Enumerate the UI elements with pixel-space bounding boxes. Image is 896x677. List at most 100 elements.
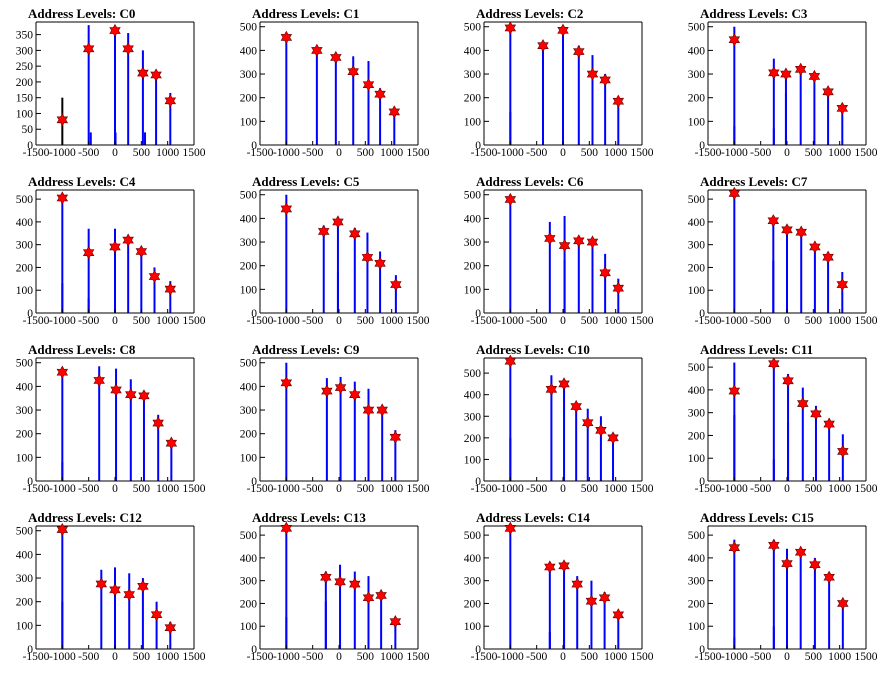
y-tick-label: 0 (699, 476, 705, 488)
histogram-bar (548, 564, 551, 649)
peak-marker (137, 579, 149, 593)
histogram-bar (799, 69, 802, 145)
histogram-bar (813, 74, 816, 145)
histogram-bar (772, 367, 775, 481)
histogram-bar (813, 244, 816, 313)
peak-marker (389, 615, 402, 629)
chart-svg: Address Levels: C40100200300400500-1500-… (16, 174, 206, 327)
y-tick-label: 300 (240, 237, 258, 249)
histogram-bar (394, 430, 397, 481)
histogram-bar (509, 437, 512, 481)
x-tick-label: -1000 (497, 651, 524, 663)
y-tick-label: 100 (688, 285, 706, 297)
histogram-bar (800, 231, 803, 313)
histogram-bar (367, 61, 370, 145)
y-tick-label: 300 (688, 408, 706, 420)
histogram-bar (841, 272, 844, 313)
histogram-bar (563, 379, 566, 481)
histogram-bar (577, 45, 580, 145)
chart-panel: Address Levels: C8 0 100 200 300 400 500 -1500-… (0, 336, 224, 504)
histogram-bar (170, 438, 173, 481)
chart-title: Address Levels: C9 (252, 342, 360, 357)
chart-panel: Address Levels: C3 0 100 200 300 400 500 -1500-… (672, 0, 896, 168)
y-tick-label: 100 (16, 452, 34, 464)
peak-marker (768, 66, 780, 80)
y-tick-label: 400 (688, 45, 706, 57)
x-tick-label: 0 (336, 147, 342, 159)
histogram-bar (591, 55, 594, 146)
x-tick-label: -1500 (247, 147, 274, 159)
y-tick-label: 500 (16, 358, 34, 370)
x-tick-label: 1000 (604, 315, 627, 327)
y-tick-label: 400 (240, 213, 258, 225)
x-tick-label: 1500 (855, 483, 878, 495)
y-tick-label: 500 (464, 22, 482, 34)
x-tick-label: 1500 (631, 147, 654, 159)
y-tick-label: 150 (16, 93, 34, 105)
peak-marker (125, 388, 137, 402)
peak-marker (595, 423, 607, 437)
peak-marker (585, 594, 598, 608)
chart-panel: Address Levels: C5 0 100 200 300 400 500 -1500-… (224, 168, 448, 336)
histogram-bar (733, 637, 736, 649)
x-tick-label: 1000 (156, 483, 179, 495)
y-tick-label: 100 (464, 621, 482, 633)
y-tick-label: 200 (688, 430, 706, 442)
y-tick-label: 400 (16, 549, 34, 561)
histogram-bar (87, 25, 90, 145)
y-tick-label: 500 (688, 362, 706, 374)
y-tick-label: 500 (16, 526, 34, 538)
peak-marker (164, 621, 177, 635)
x-tick-label: 1000 (156, 315, 179, 327)
y-tick-label: 400 (464, 45, 482, 57)
histogram-bar (799, 548, 802, 649)
chart-title: Address Levels: C11 (700, 342, 813, 357)
y-tick-label: 0 (475, 308, 481, 320)
histogram-bar (114, 228, 116, 313)
histogram-bar (509, 194, 512, 313)
x-tick-label: 1000 (604, 483, 627, 495)
chart-title: Address Levels: C15 (700, 510, 814, 525)
chart-panel: Address Levels: C1 0 100 200 300 400 500 -1500-… (224, 0, 448, 168)
peak-marker (347, 65, 359, 79)
peak-marker (330, 50, 342, 65)
peak-marker (558, 559, 570, 573)
peak-marker (361, 250, 374, 265)
histogram-bar (814, 405, 817, 481)
x-tick-label: -500 (78, 147, 99, 159)
peak-marker (334, 575, 346, 589)
histogram-bar (87, 228, 90, 313)
histogram-bar (379, 88, 382, 145)
y-tick-label: 100 (16, 285, 34, 297)
peak-marker (349, 227, 361, 241)
histogram-bar (604, 74, 607, 145)
x-tick-label: 0 (112, 483, 118, 495)
y-tick-label: 0 (251, 308, 257, 320)
histogram-bar (285, 617, 288, 649)
x-tick-label: 0 (560, 147, 566, 159)
y-tick-label: 200 (464, 261, 482, 273)
chart-svg: Address Levels: C70100200300400500-1500-… (688, 174, 878, 327)
peak-marker (56, 113, 69, 127)
y-tick-label: 300 (16, 45, 34, 57)
y-tick-label: 300 (16, 405, 34, 417)
y-tick-label: 0 (475, 476, 481, 488)
y-tick-label: 300 (688, 69, 706, 81)
x-tick-label: 500 (357, 315, 375, 327)
x-tick-label: -1000 (273, 315, 300, 327)
y-tick-label: 200 (464, 433, 482, 445)
y-tick-label: 50 (22, 124, 34, 136)
y-tick-label: 500 (464, 530, 482, 542)
x-tick-label: -500 (302, 483, 323, 495)
x-tick-label: -500 (302, 315, 323, 327)
histogram-bar (591, 242, 594, 313)
y-tick-label: 0 (699, 140, 705, 152)
peak-marker (150, 68, 162, 82)
y-tick-label: 350 (16, 30, 34, 42)
peak-marker (586, 67, 599, 81)
y-tick-label: 400 (464, 390, 482, 402)
chart-svg: Address Levels: C10100200300400500-1500-… (240, 6, 430, 159)
x-tick-label: -1000 (721, 315, 748, 327)
y-tick-label: 0 (27, 476, 33, 488)
y-tick-label: 200 (240, 598, 258, 610)
